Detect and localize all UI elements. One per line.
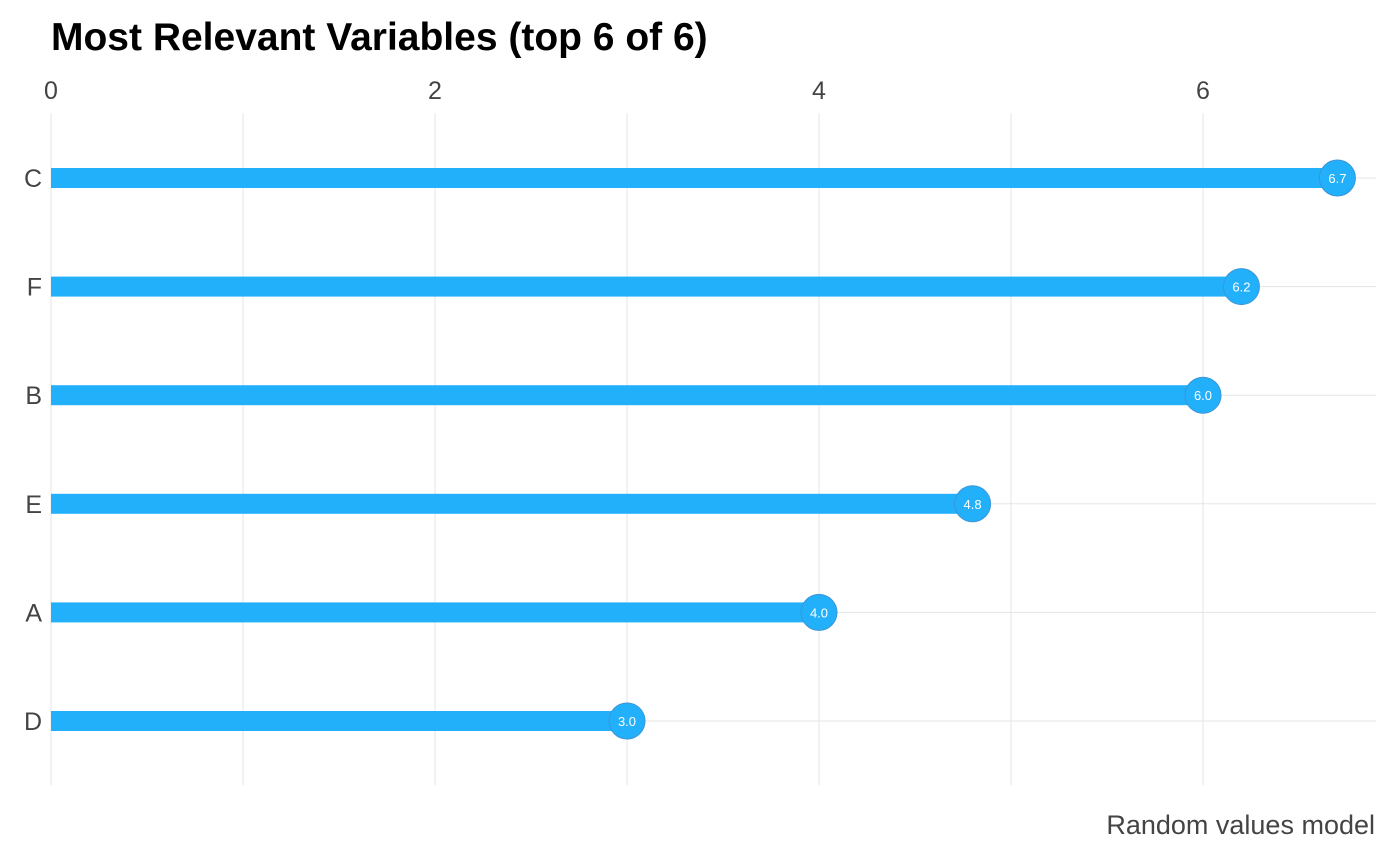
x-tick-label: 2	[428, 77, 442, 105]
data-label: 6.2	[1232, 280, 1250, 295]
lollipop-bar	[51, 385, 1203, 406]
lollipop-point	[1222, 268, 1260, 306]
y-tick-label: F	[27, 274, 42, 302]
y-tick-label: A	[25, 599, 42, 627]
y-axis-ticks: C F B E A D	[24, 165, 42, 736]
x-tick-label: 6	[1196, 77, 1210, 105]
y-tick-label: E	[25, 491, 42, 519]
lollipop-bar	[51, 276, 1242, 297]
y-tick-label: C	[24, 165, 42, 193]
lollipop-bar	[51, 493, 973, 514]
data-label: 4.8	[964, 497, 982, 512]
data-label: 6.0	[1194, 388, 1212, 403]
y-tick-label: B	[25, 382, 42, 410]
chart-title: Most Relevant Variables (top 6 of 6)	[51, 16, 708, 59]
chart-caption: Random values model	[1106, 810, 1375, 840]
lollipop-bar	[51, 711, 627, 731]
lollipop-point	[954, 485, 992, 523]
lollipop-point	[800, 593, 838, 631]
lollipop-marks: 6.7 6.2 6.0 4.8 4.0 3.0	[51, 159, 1356, 740]
data-label: 4.0	[810, 605, 828, 620]
x-axis-ticks: 0 2 4 6	[44, 77, 1210, 105]
data-label: 6.7	[1328, 171, 1346, 186]
lollipop-bar	[51, 168, 1338, 188]
lollipop-point	[608, 702, 646, 740]
lollipop-bar	[51, 602, 819, 623]
lollipop-point	[1318, 159, 1356, 197]
lollipop-point	[1184, 376, 1222, 414]
y-tick-label: D	[24, 708, 42, 736]
x-tick-label: 0	[44, 77, 58, 105]
x-tick-label: 4	[812, 77, 826, 105]
data-label: 3.0	[618, 714, 636, 729]
gridlines	[50, 113, 1376, 785]
